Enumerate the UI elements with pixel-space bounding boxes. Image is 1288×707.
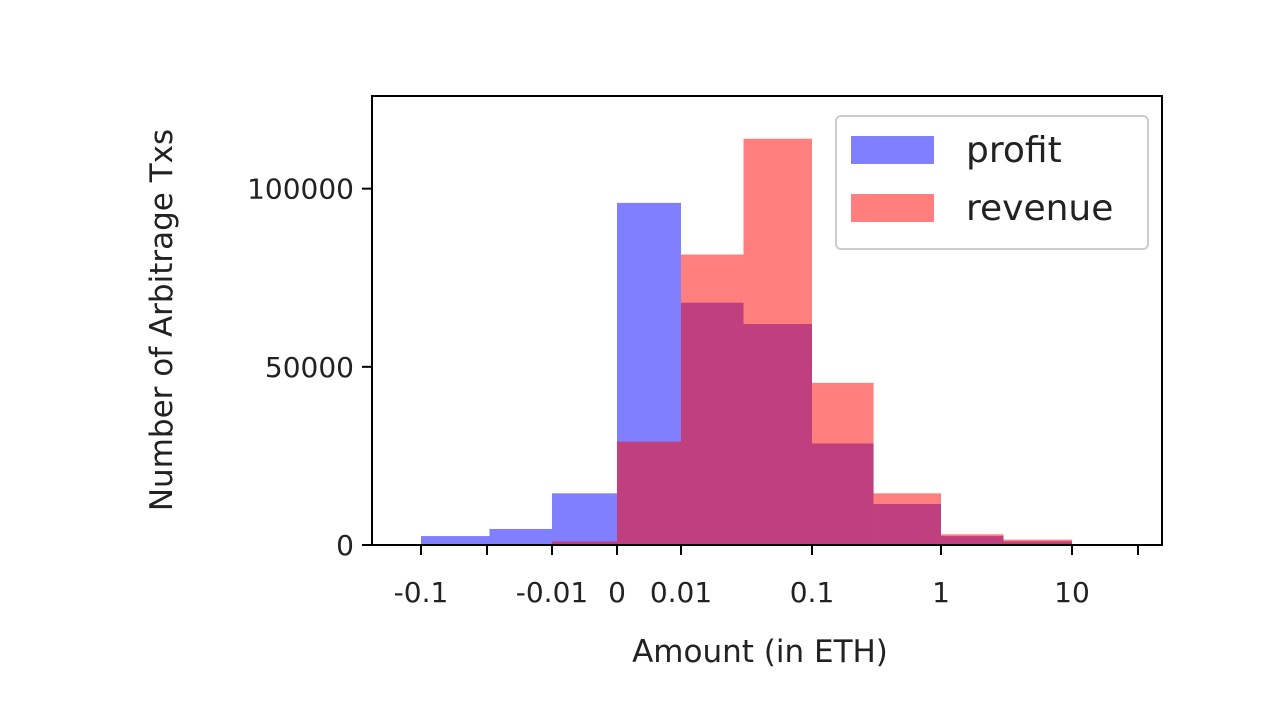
x-tick-label-6: 10 [1054, 576, 1090, 609]
bars-layer [421, 138, 1072, 546]
bar-revenue-5 [743, 138, 812, 545]
y-tick-label-1: 50000 [265, 351, 354, 384]
legend-swatch-revenue [851, 194, 934, 222]
x-axis-label: Amount (in ETH) [632, 634, 888, 670]
bar-revenue-6 [812, 382, 874, 545]
y-axis-label: Number of Arbitrage Txs [144, 129, 180, 511]
x-tick-label-0: -0.1 [394, 576, 449, 609]
bar-revenue-7 [873, 493, 941, 545]
x-tick-label-5: 1 [932, 576, 950, 609]
legend-swatch-profit [851, 136, 934, 164]
bar-revenue-2 [552, 541, 617, 545]
x-tick-label-2: 0 [608, 576, 626, 609]
plot-frame [371, 95, 1163, 546]
y-axis: 0 50000 100000 [247, 173, 372, 562]
x-tick-label-4: 0.1 [790, 576, 835, 609]
bar-revenue-4 [681, 254, 744, 546]
legend: profit revenue [835, 115, 1149, 250]
legend-label-revenue: revenue [966, 188, 1113, 229]
y-tick-label-0: 0 [336, 529, 354, 562]
bar-profit-1 [489, 528, 552, 545]
bar-revenue-9 [1003, 539, 1072, 545]
x-axis: -0.1 -0.01 0 0.01 0.1 1 10 [394, 545, 1139, 609]
bar-revenue-8 [941, 534, 1004, 545]
bar-profit-2 [552, 493, 617, 545]
x-tick-label-3: 0.01 [650, 576, 712, 609]
legend-label-profit: profit [966, 130, 1062, 171]
bar-revenue-3 [617, 441, 681, 545]
y-tick-label-2: 100000 [247, 173, 354, 206]
x-tick-label-1: -0.01 [516, 576, 588, 609]
bar-profit-0 [421, 536, 490, 545]
